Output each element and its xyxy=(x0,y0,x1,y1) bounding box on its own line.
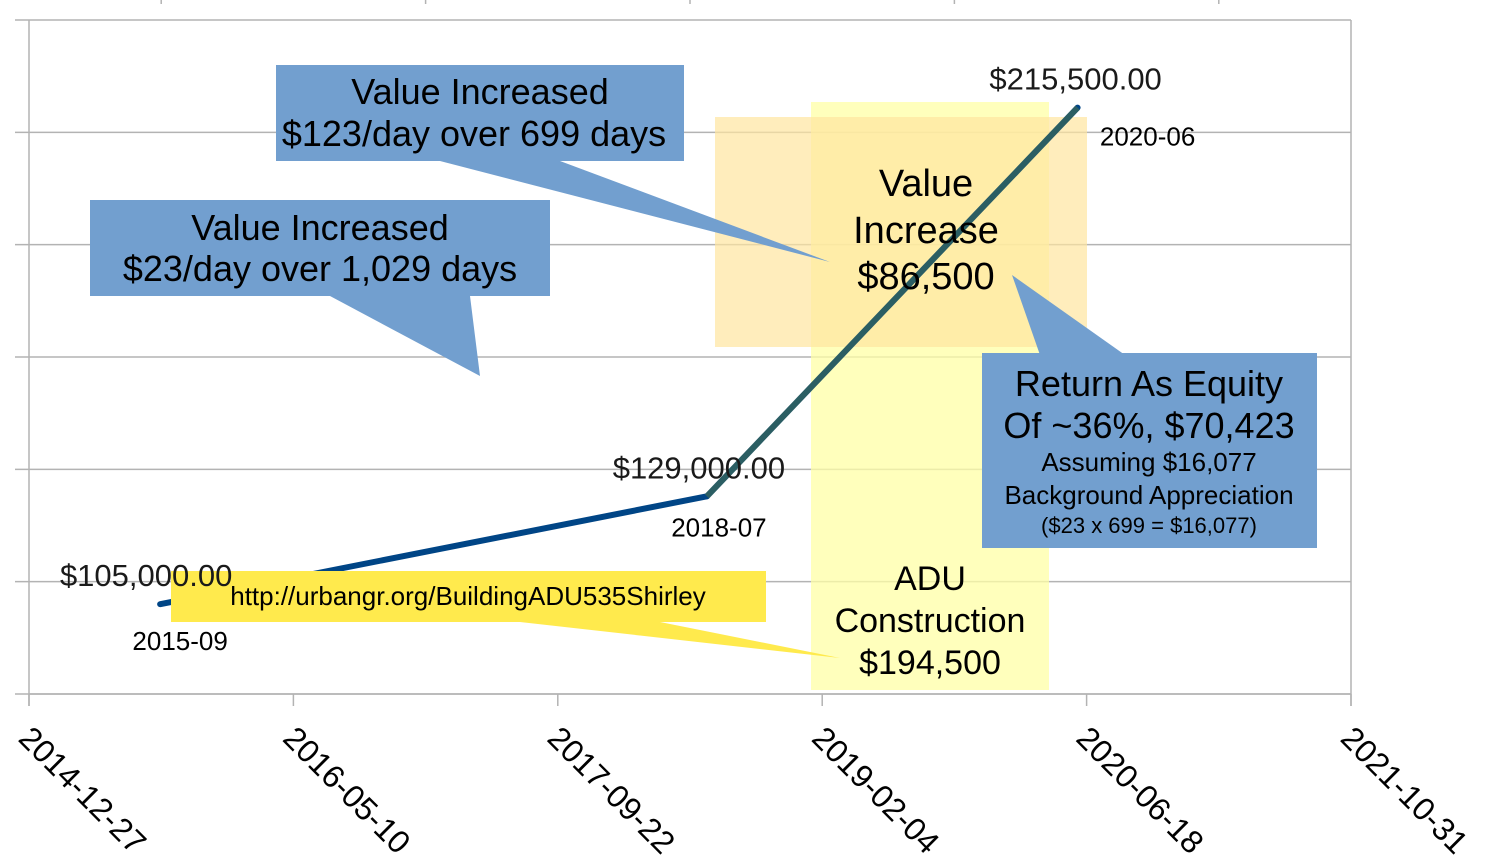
series-segment-highlight xyxy=(704,105,1080,499)
equity-callout: Return As Equity Of ~36%, $70,423 Assumi… xyxy=(982,275,1317,548)
equity-line-2: Of ~36%, $70,423 xyxy=(1003,405,1294,446)
value-increase-label: Value Increase $86,500 xyxy=(853,163,999,298)
link-callout-box xyxy=(171,571,766,622)
x-tick-label: 2021-10-31 xyxy=(1334,719,1475,860)
data-value-label: $105,000.00 xyxy=(60,558,232,593)
x-tick-label: 2020-06-18 xyxy=(1070,719,1211,860)
callout-2-pointer xyxy=(440,161,830,262)
link-text[interactable]: http://urbangr.org/BuildingADU535Shirley xyxy=(230,581,706,611)
equity-line-5: ($23 x 699 = $16,077) xyxy=(1041,513,1257,538)
equity-line-3: Assuming $16,077 xyxy=(1041,447,1256,477)
equity-callout-box xyxy=(982,353,1317,548)
callout-2: Value Increased $123/day over 699 days xyxy=(276,65,830,262)
equity-callout-pointer xyxy=(1012,275,1125,355)
data-value-label: $129,000.00 xyxy=(613,450,785,485)
callout-1-line-1: Value Increased xyxy=(191,207,449,248)
callout-1-box xyxy=(90,200,550,296)
link-callout[interactable]: http://urbangr.org/BuildingADU535Shirley xyxy=(171,571,840,658)
value-increase-line-3: $86,500 xyxy=(857,256,994,298)
x-tick-label: 2014-12-27 xyxy=(12,719,153,860)
adu-label: ADU Construction $194,500 xyxy=(835,560,1026,682)
callout-2-line-1: Value Increased xyxy=(351,71,609,112)
data-value-label: $215,500.00 xyxy=(989,62,1161,97)
callout-2-line-2: $123/day over 699 days xyxy=(282,113,666,154)
data-date-label: 2020-06 xyxy=(1100,122,1195,152)
equity-line-4: Background Appreciation xyxy=(1004,480,1293,510)
callout-1-line-2: $23/day over 1,029 days xyxy=(123,248,517,289)
value-increase-line-1: Value xyxy=(879,163,973,205)
link-callout-pointer xyxy=(520,622,840,658)
adu-line-3: $194,500 xyxy=(859,644,1001,682)
data-date-label: 2018-07 xyxy=(671,512,766,542)
point-labels: $105,000.00 2015-09 $129,000.00 2018-07 $215… xyxy=(60,62,1195,657)
callout-1: Value Increased $23/day over 1,029 days xyxy=(90,200,550,376)
adu-line-2: Construction xyxy=(835,602,1026,640)
x-tick-label: 2016-05-10 xyxy=(276,719,417,860)
callout-1-pointer xyxy=(330,296,480,376)
value-increase-line-2: Increase xyxy=(853,210,999,252)
data-date-label: 2015-09 xyxy=(132,626,227,656)
callout-2-box xyxy=(276,65,684,161)
x-tick-label: 2017-09-22 xyxy=(541,719,682,860)
equity-line-1: Return As Equity xyxy=(1015,363,1283,404)
x-tick-label: 2019-02-04 xyxy=(805,719,946,860)
adu-line-1: ADU xyxy=(894,560,966,598)
